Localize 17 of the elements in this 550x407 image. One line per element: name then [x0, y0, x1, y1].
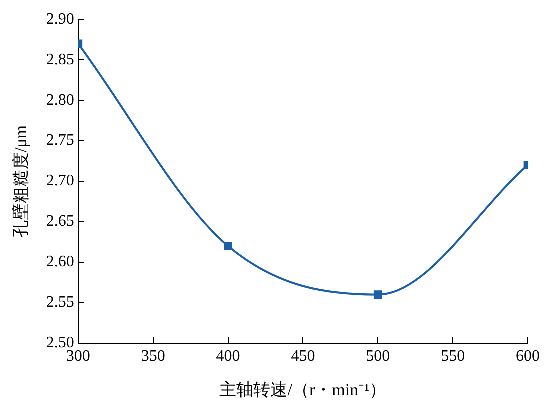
y-tick-label: 2.85	[46, 51, 74, 68]
y-tick-label: 2.65	[46, 213, 74, 230]
x-tick-label: 450	[291, 348, 316, 366]
x-tick-label: 600	[516, 348, 540, 366]
y-tick-label: 2.80	[46, 92, 74, 109]
y-tick-label: 2.75	[46, 132, 74, 150]
x-tick-label: 550	[441, 348, 466, 366]
y-axis-title: 孔壁粗糙度/μm	[12, 125, 31, 238]
y-tick-label: 2.70	[46, 172, 74, 190]
x-tick-label: 400	[216, 348, 240, 366]
y-tick-label: 2.60	[46, 254, 74, 271]
x-tick-label: 500	[366, 348, 390, 366]
x-axis-title: 主轴转速/（r・min⁻¹）	[220, 380, 387, 400]
x-tick-label: 350	[141, 348, 166, 366]
y-tick-label: 2.90	[46, 10, 74, 28]
y-tick-label: 2.55	[46, 294, 74, 312]
x-tick-label: 300	[66, 348, 90, 366]
